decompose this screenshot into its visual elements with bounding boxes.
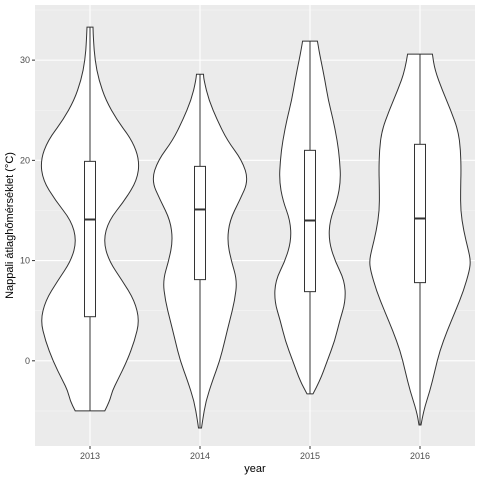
box-2013 — [84, 160, 96, 318]
y-tick-label: 30 — [20, 55, 30, 65]
x-axis-title: year — [244, 463, 266, 475]
y-tick-label: 0 — [25, 356, 30, 366]
x-tick-label: 2016 — [410, 451, 430, 461]
x-tick-label: 2015 — [300, 451, 320, 461]
y-axis-ticks: 0 10 20 30 — [20, 55, 35, 366]
y-tick-label: 20 — [20, 155, 30, 165]
box-2016 — [414, 143, 426, 284]
box-2014 — [194, 165, 206, 281]
x-tick-label: 2013 — [80, 451, 100, 461]
x-tick-label: 2014 — [190, 451, 210, 461]
y-tick-label: 10 — [20, 256, 30, 266]
violins — [40, 26, 471, 429]
x-axis-ticks: 2013 2014 2015 2016 — [80, 446, 430, 461]
y-axis-title: Nappali átlaghőmérséklet (°C) — [4, 152, 16, 299]
